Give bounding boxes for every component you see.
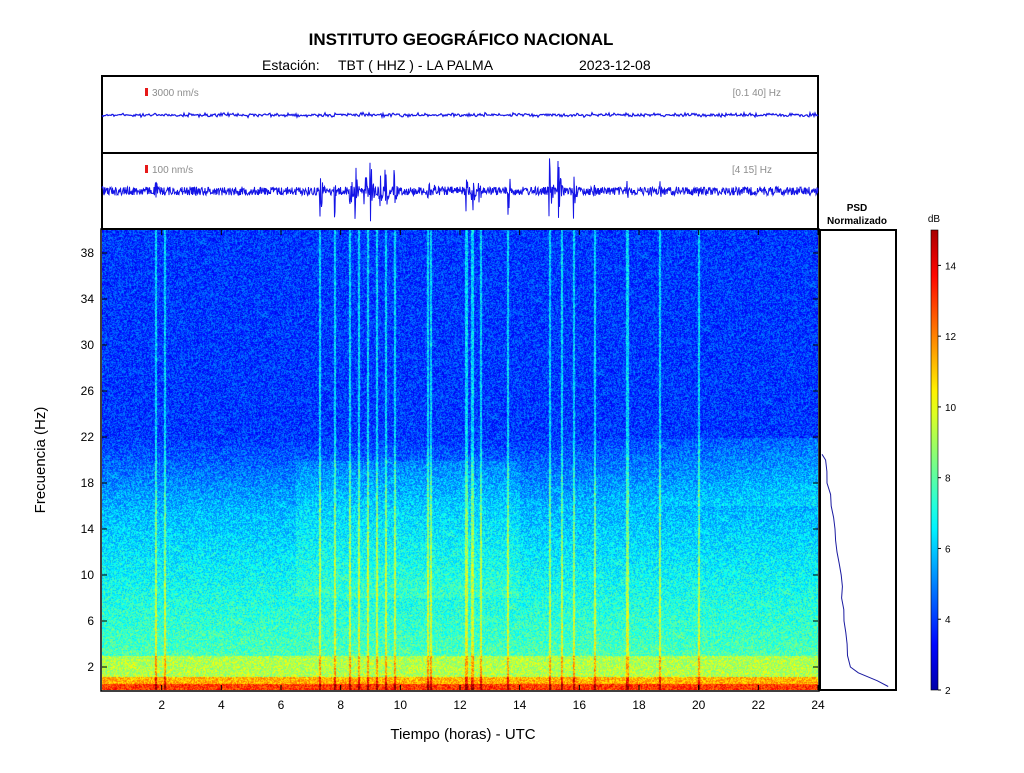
psd-frame bbox=[819, 229, 897, 691]
x-tick-label: 4 bbox=[218, 698, 225, 712]
y-tick-label: 14 bbox=[81, 522, 95, 536]
psd-curve bbox=[821, 454, 889, 687]
colorbar-unit: dB bbox=[928, 214, 941, 225]
seismogram-broadband-band-label: [0.1 40] Hz bbox=[733, 88, 781, 99]
colorbar-tick-label: 14 bbox=[945, 261, 957, 272]
colorbar-tick-label: 6 bbox=[945, 544, 951, 555]
seismogram-broadband-scale-label: 3000 nm/s bbox=[152, 88, 199, 99]
date-label: 2023-12-08 bbox=[579, 57, 651, 73]
psd-title-line1: PSD bbox=[847, 203, 868, 214]
station-name: TBT ( HHZ ) - LA PALMA bbox=[338, 57, 494, 73]
seismogram-broadband-scale-bar bbox=[145, 88, 148, 96]
psd-title-line2: Normalizado bbox=[827, 216, 887, 227]
colorbar-tick-label: 10 bbox=[945, 403, 957, 414]
station-label: Estación: bbox=[262, 57, 320, 73]
spectrogram-heatmap bbox=[102, 230, 818, 690]
spectrogram-y-label: Frecuencia (Hz) bbox=[32, 407, 49, 514]
seismogram-filtered-panel: 100 nm/s [4 15] Hz bbox=[101, 152, 819, 230]
y-tick-label: 30 bbox=[81, 338, 95, 352]
colorbar: dB 2 4 6 8 10 12 14 bbox=[928, 214, 957, 697]
x-tick-label: 14 bbox=[513, 698, 527, 712]
y-tick-label: 18 bbox=[81, 476, 95, 490]
x-tick-label: 18 bbox=[632, 698, 646, 712]
x-tick-label: 8 bbox=[337, 698, 344, 712]
x-tick-label: 16 bbox=[573, 698, 587, 712]
x-tick-label: 6 bbox=[278, 698, 285, 712]
x-tick-label: 20 bbox=[692, 698, 706, 712]
spectrogram-x-label: Tiempo (horas) - UTC bbox=[390, 726, 535, 743]
y-tick-label: 22 bbox=[81, 430, 95, 444]
x-tick-label: 12 bbox=[453, 698, 467, 712]
x-tick-label: 10 bbox=[394, 698, 408, 712]
y-tick-label: 10 bbox=[81, 568, 95, 582]
y-tick-label: 26 bbox=[81, 384, 95, 398]
colorbar-tick-label: 4 bbox=[945, 615, 951, 626]
psd-panel: PSD Normalizado bbox=[819, 203, 897, 691]
seismogram-broadband-panel: 3000 nm/s [0.1 40] Hz bbox=[101, 75, 819, 154]
seismogram-broadband-trace bbox=[101, 110, 819, 120]
y-tick-label: 34 bbox=[81, 292, 95, 306]
seismogram-filtered-trace bbox=[101, 158, 819, 222]
colorbar-tick-label: 12 bbox=[945, 332, 957, 343]
x-tick-label: 24 bbox=[811, 698, 825, 712]
colorbar-ticks: 2 4 6 8 10 12 14 bbox=[938, 261, 957, 697]
colorbar-tick-label: 2 bbox=[945, 686, 951, 697]
seismogram-filtered-scale-label: 100 nm/s bbox=[152, 165, 193, 176]
spectrogram: 2 4 6 8 10 12 14 16 18 20 22 24 261014182226303438 … bbox=[32, 228, 825, 743]
x-tick-label: 2 bbox=[158, 698, 165, 712]
colorbar-scale bbox=[930, 229, 939, 691]
y-tick-label: 38 bbox=[81, 246, 95, 260]
figure-title: INSTITUTO GEOGRÁFICO NACIONAL bbox=[309, 30, 614, 49]
x-tick-label: 22 bbox=[752, 698, 766, 712]
seismogram-filtered-band-label: [4 15] Hz bbox=[732, 165, 772, 176]
seismogram-filtered-scale-bar bbox=[145, 165, 148, 173]
spectrogram-x-axis: 2 4 6 8 10 12 14 16 18 20 22 24 bbox=[158, 230, 825, 712]
y-tick-label: 6 bbox=[87, 614, 94, 628]
y-tick-label: 2 bbox=[87, 660, 94, 674]
colorbar-tick-label: 8 bbox=[945, 474, 951, 485]
